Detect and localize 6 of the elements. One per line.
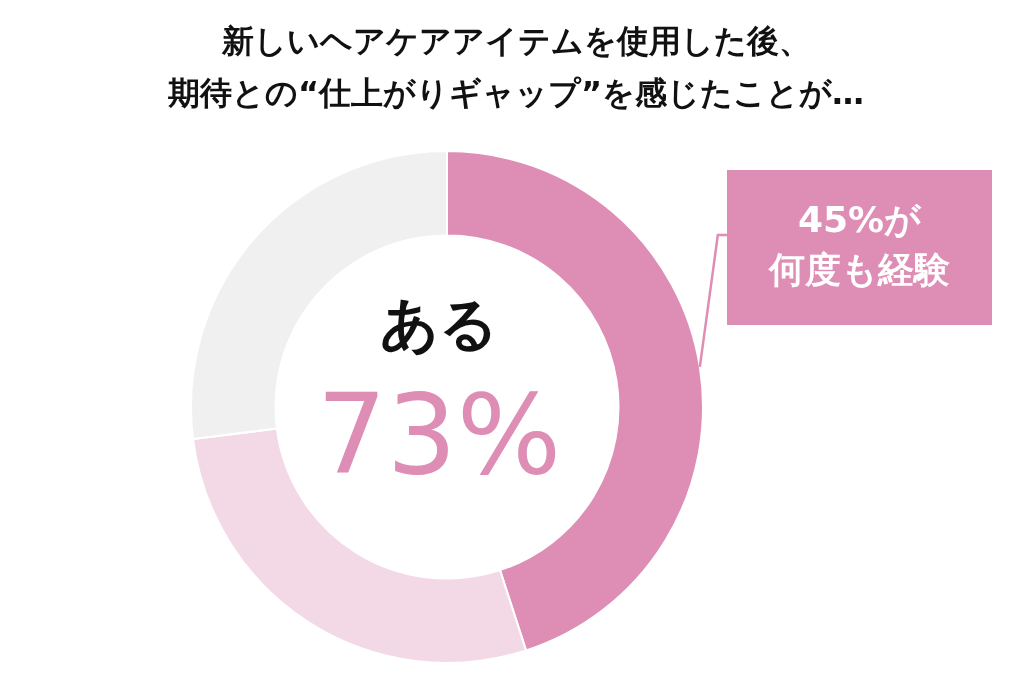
text: ある [380, 290, 498, 359]
chart-title: 新しいヘアケアアイテムを使用した後、 [220, 22, 811, 61]
text: 何度も経験 [767, 248, 950, 290]
chart-subtitle: 期待との“仕上がりギャップ”を感じたことが… [166, 74, 865, 113]
text: 73% [316, 370, 562, 499]
data-label: 45%が [797, 198, 923, 240]
